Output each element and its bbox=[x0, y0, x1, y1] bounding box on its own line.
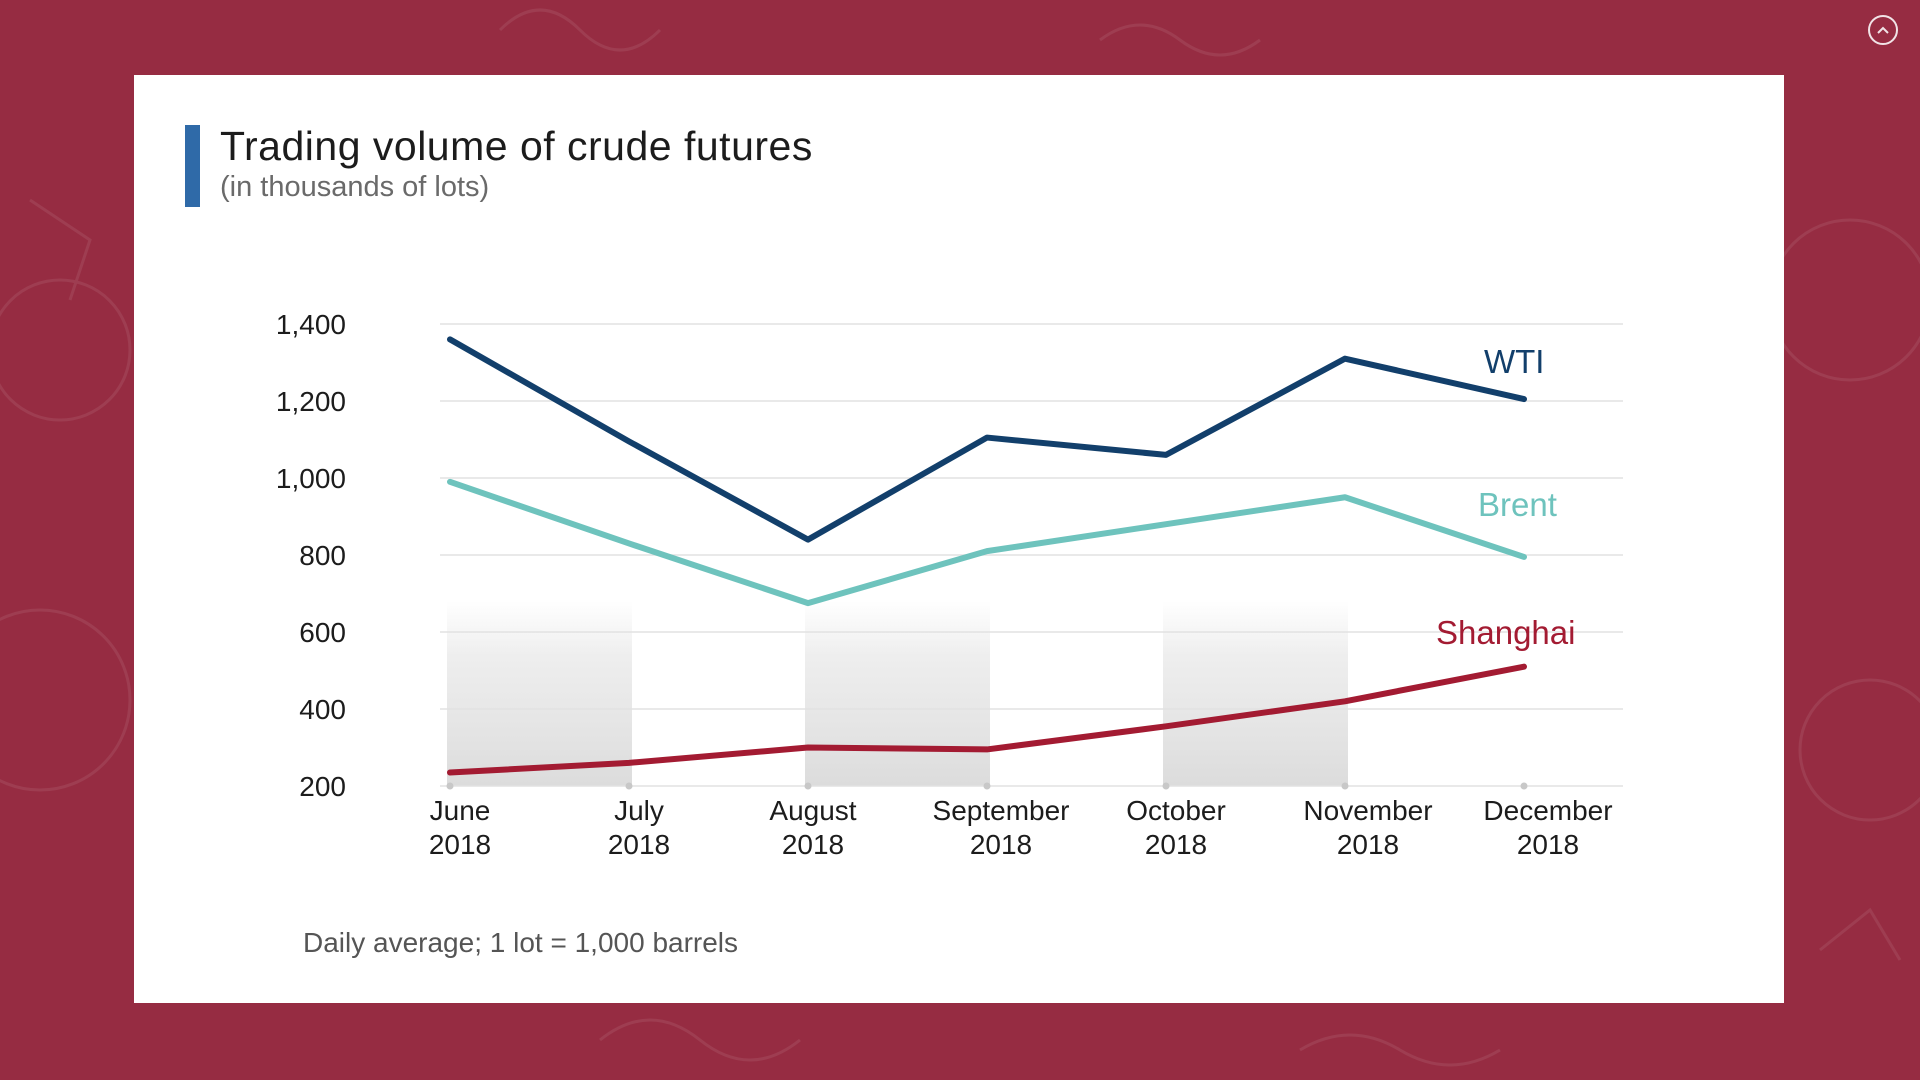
series-label-brent: Brent bbox=[1478, 486, 1557, 523]
y-tick-label-200: 200 bbox=[299, 771, 346, 802]
chart-footnote: Daily average; 1 lot = 1,000 barrels bbox=[303, 927, 739, 958]
x-tick-label-2-year: 2018 bbox=[782, 829, 844, 860]
x-tick-label-4-month: October bbox=[1126, 795, 1226, 826]
shaded-period-0 bbox=[447, 601, 632, 786]
x-tick-label-0-month: June bbox=[430, 795, 491, 826]
series-line-wti bbox=[447, 336, 1527, 543]
line-chart: 2004006008001,0001,2001,400June2018July2… bbox=[276, 309, 1623, 860]
series-label-wti: WTI bbox=[1484, 343, 1544, 380]
x-tick-dot-4 bbox=[1162, 782, 1170, 790]
x-tick-label-4-year: 2018 bbox=[1145, 829, 1207, 860]
y-tick-label-600: 600 bbox=[299, 617, 346, 648]
x-tick-label-5-month: November bbox=[1303, 795, 1432, 826]
x-tick-label-3-year: 2018 bbox=[970, 829, 1032, 860]
x-tick-dot-6 bbox=[1520, 782, 1528, 790]
chart-subtitle: (in thousands of lots) bbox=[220, 171, 490, 203]
title-accent-bar bbox=[185, 125, 200, 207]
shaded-period-2 bbox=[1163, 601, 1348, 786]
y-tick-label-1200: 1,200 bbox=[276, 386, 346, 417]
shaded-period-1 bbox=[805, 601, 990, 786]
series-label-shanghai: Shanghai bbox=[1436, 614, 1575, 651]
series-line-shanghai bbox=[447, 663, 1527, 776]
y-tick-label-1400: 1,400 bbox=[276, 309, 346, 340]
y-tick-label-1000: 1,000 bbox=[276, 463, 346, 494]
series-line-brent bbox=[447, 478, 1527, 607]
x-tick-dot-3 bbox=[983, 782, 991, 790]
x-tick-dot-0 bbox=[446, 782, 454, 790]
x-tick-dot-5 bbox=[1341, 782, 1349, 790]
scroll-up-button[interactable] bbox=[1868, 15, 1898, 45]
x-tick-label-1-month: July bbox=[614, 795, 664, 826]
chevron-up-icon bbox=[1877, 26, 1889, 34]
x-tick-label-2-month: August bbox=[769, 795, 856, 826]
x-tick-dot-2 bbox=[804, 782, 812, 790]
x-tick-label-1-year: 2018 bbox=[608, 829, 670, 860]
x-tick-label-6-month: December bbox=[1483, 795, 1612, 826]
x-tick-label-6-year: 2018 bbox=[1517, 829, 1579, 860]
x-tick-label-0-year: 2018 bbox=[429, 829, 491, 860]
chart-card: Trading volume of crude futures (in thou… bbox=[134, 75, 1784, 1003]
chart-title: Trading volume of crude futures bbox=[220, 123, 813, 169]
x-tick-label-3-month: September bbox=[933, 795, 1070, 826]
y-tick-label-400: 400 bbox=[299, 694, 346, 725]
x-tick-label-5-year: 2018 bbox=[1337, 829, 1399, 860]
x-tick-dot-1 bbox=[625, 782, 633, 790]
y-tick-label-800: 800 bbox=[299, 540, 346, 571]
